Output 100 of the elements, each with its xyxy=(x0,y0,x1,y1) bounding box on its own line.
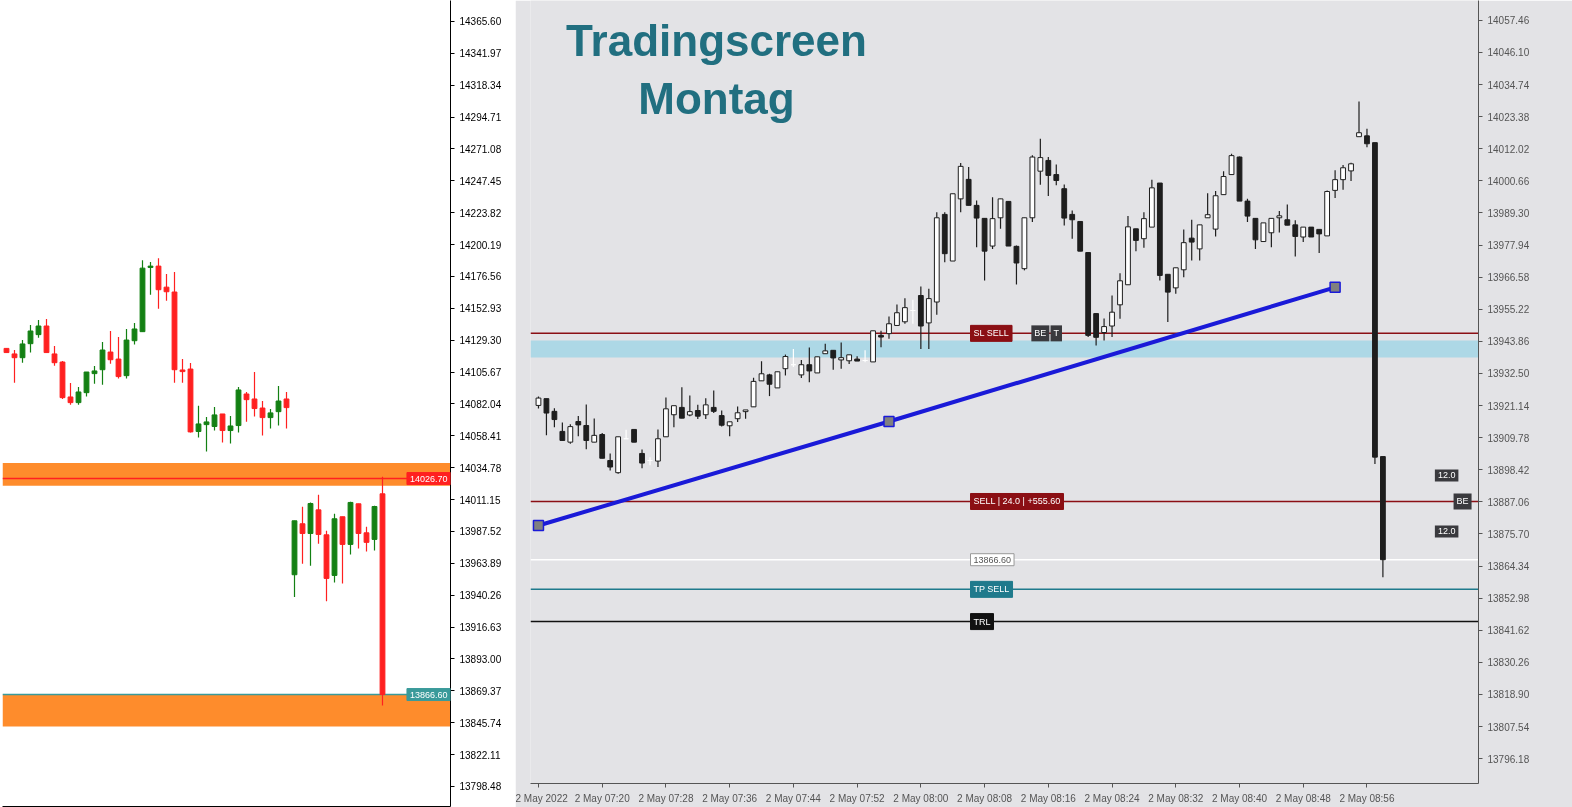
text: Tradingscreen Montag xyxy=(566,16,867,123)
candlestick xyxy=(1101,317,1107,342)
y-tick-label: 13830.26 xyxy=(1487,657,1530,669)
candlestick xyxy=(1332,169,1338,199)
candlestick xyxy=(567,423,574,445)
x-tick-label: 2 May 08:00 xyxy=(893,792,949,804)
y-tick-label: 13966.58 xyxy=(1487,272,1530,284)
candlestick xyxy=(1284,203,1291,226)
y-tick-label: 14129.30 xyxy=(459,335,502,347)
y-tick-label: 14034.74 xyxy=(1487,79,1530,91)
candlestick xyxy=(973,199,980,248)
candlestick xyxy=(1244,198,1251,223)
x-tick-label: 2 May 08:40 xyxy=(1211,792,1268,804)
x-tick-label: 2 May 07:20 xyxy=(574,792,631,804)
candlestick xyxy=(99,341,106,386)
candlestick xyxy=(1220,170,1227,196)
y-tick-label: 14057.46 xyxy=(1487,15,1530,27)
y-tick-label: 13818.90 xyxy=(1487,689,1530,701)
ref-line-label: 13866.60 xyxy=(409,689,448,700)
y-tick-label: 14176.56 xyxy=(459,271,502,283)
candlestick xyxy=(591,417,598,443)
candlestick xyxy=(267,408,274,430)
y-tick-label: 13943.86 xyxy=(1487,336,1530,348)
point xyxy=(883,415,895,428)
x-tick-label: 2 May 08:24 xyxy=(1084,792,1140,804)
candlestick xyxy=(1045,156,1052,197)
x-tick-label: 2 May 08:08 xyxy=(957,792,1013,804)
y-tick-label: 13987.52 xyxy=(459,526,502,538)
candlestick xyxy=(1364,128,1370,148)
candlestick xyxy=(1268,217,1275,248)
y-tick-label: 13864.34 xyxy=(1487,561,1530,573)
y-tick-label: 13898.42 xyxy=(1487,464,1530,476)
annotation: BE xyxy=(1034,328,1047,339)
y-tick-label: 14000.66 xyxy=(1487,175,1530,187)
y-tick-label: 13916.63 xyxy=(459,622,502,634)
candlestick xyxy=(551,407,558,428)
y-tick-label: 14318.34 xyxy=(459,80,502,92)
candlestick xyxy=(147,261,154,296)
candlestick xyxy=(1172,267,1179,295)
y-tick-label: 14365.60 xyxy=(459,16,502,28)
y-tick-label: 13852.98 xyxy=(1487,593,1530,605)
candlestick xyxy=(1133,228,1139,252)
x-tick-label: 2 May 2022 xyxy=(515,792,569,804)
candlestick xyxy=(1069,209,1076,240)
candlestick xyxy=(830,349,837,371)
annotation: 12.0 xyxy=(1437,526,1456,537)
ref-line-label: SL SELL xyxy=(973,328,1009,339)
candlestick xyxy=(575,415,582,437)
candlestick xyxy=(902,297,908,325)
y-tick-label: 13798.48 xyxy=(459,781,502,793)
candlestick xyxy=(710,389,717,414)
y-tick-label: 13893.00 xyxy=(459,653,502,665)
y-tick-label: 13977.94 xyxy=(1487,240,1530,252)
candlestick xyxy=(1013,244,1020,286)
x-tick-label: 2 May 08:16 xyxy=(1020,792,1077,804)
candlestick xyxy=(1037,138,1044,186)
y-tick-label: 13963.89 xyxy=(459,558,502,570)
point xyxy=(532,519,545,532)
y-tick-label: 13845.74 xyxy=(459,717,502,729)
candlestick xyxy=(583,403,590,450)
y-tick-label: 14012.02 xyxy=(1487,143,1530,155)
ref-line-label: TP SELL xyxy=(973,584,1010,595)
y-tick-label: 13909.78 xyxy=(1487,432,1530,444)
candlestick xyxy=(11,349,18,384)
y-tick-label: 14294.71 xyxy=(459,112,502,124)
candlestick xyxy=(1340,164,1346,191)
y-tick-label: 14341.97 xyxy=(459,48,502,60)
y-tick-label: 13875.70 xyxy=(1487,528,1530,540)
candlestick xyxy=(1316,228,1323,254)
x-tick-label: 2 May 08:56 xyxy=(1339,792,1395,804)
y-tick-label: 14271.08 xyxy=(459,143,502,155)
y-tick-label: 13932.50 xyxy=(1487,368,1530,380)
x-tick-label: 2 May 08:48 xyxy=(1275,792,1332,804)
y-tick-label: 13989.30 xyxy=(1487,207,1530,219)
candlestick xyxy=(227,415,234,445)
y-tick-label: 14152.93 xyxy=(459,303,502,315)
y-tick-label: 14034.78 xyxy=(459,462,502,474)
candlestick xyxy=(878,330,884,348)
ref-line-label: SELL | 24.0 | +555.60 xyxy=(973,496,1061,507)
y-tick-label: 14223.82 xyxy=(459,207,502,219)
candlestick xyxy=(838,341,845,370)
y-tick-label: 13822.11 xyxy=(459,749,501,761)
candlestick xyxy=(671,405,677,428)
candlestick xyxy=(1109,294,1115,338)
y-tick-label: 13887.06 xyxy=(1487,496,1530,508)
y-tick-label: 13841.62 xyxy=(1487,625,1530,637)
candlestick xyxy=(1188,219,1195,262)
x-tick-label: 2 May 07:44 xyxy=(765,792,822,804)
annotation: BE xyxy=(1456,496,1469,507)
candlestick xyxy=(806,346,813,383)
candlestick xyxy=(19,339,26,364)
point xyxy=(1329,281,1341,294)
candlestick xyxy=(599,432,606,459)
candlestick xyxy=(1164,273,1171,323)
x-tick-label: 2 May 07:36 xyxy=(702,792,758,804)
y-tick-label: 14046.10 xyxy=(1487,47,1530,59)
candlestick xyxy=(1292,219,1299,258)
candlestick xyxy=(1260,222,1267,243)
candlestick xyxy=(299,506,306,565)
y-tick-label: 13955.22 xyxy=(1487,304,1530,316)
